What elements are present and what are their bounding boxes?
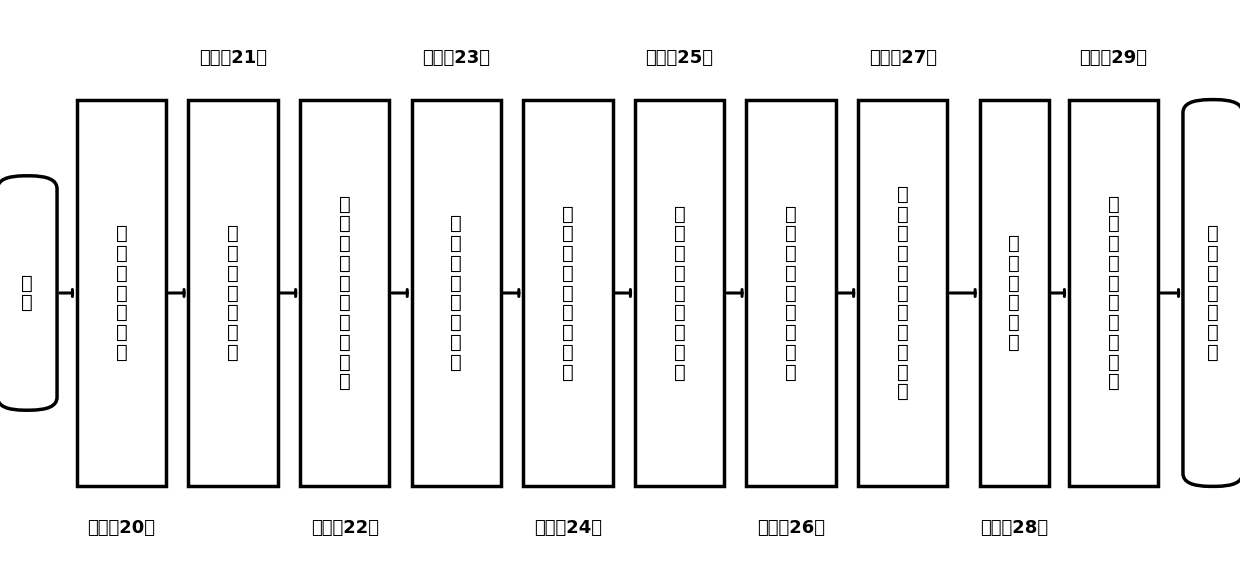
- Text: 结
束
当
前
帧
处
理: 结 束 当 前 帧 处 理: [1207, 224, 1219, 362]
- Text: 开
始: 开 始: [21, 274, 33, 312]
- Text: 计
算
相
关
系
数
的
平
均
值: 计 算 相 关 系 数 的 平 均 值: [339, 195, 351, 391]
- Text: 构
造
噪
音
拾
取
滤
波
器: 构 造 噪 音 拾 取 滤 波 器: [673, 205, 686, 381]
- Bar: [77, 100, 166, 486]
- Bar: [300, 100, 389, 486]
- Bar: [188, 100, 278, 486]
- Text: 语
音
信
号
时
域
信
号
恢
复: 语 音 信 号 时 域 信 号 恢 复: [1107, 195, 1120, 391]
- Bar: [1069, 100, 1158, 486]
- Bar: [858, 100, 947, 486]
- Text: 公式（24）: 公式（24）: [534, 519, 601, 537]
- Text: 公式（28）: 公式（28）: [981, 519, 1048, 537]
- Text: 计
算
房
间
冲
击
响
应: 计 算 房 间 冲 击 响 应: [450, 214, 463, 372]
- Text: 公式（25）: 公式（25）: [646, 49, 713, 67]
- Text: 公式（29）: 公式（29）: [1080, 49, 1147, 67]
- Text: 拾
语
与
音
噪
相
关
系
数
估
计: 拾 语 与 音 噪 相 关 系 数 估 计: [897, 185, 909, 401]
- Text: 公式（27）: 公式（27）: [869, 49, 936, 67]
- Text: 公式（22）: 公式（22）: [311, 519, 378, 537]
- Text: 公式（20）: 公式（20）: [88, 519, 155, 537]
- Text: 目
标
语
音
估
计: 目 标 语 音 估 计: [1008, 234, 1021, 352]
- FancyBboxPatch shape: [0, 176, 57, 410]
- Text: 计
算
互
相
关
系
数: 计 算 互 相 关 系 数: [115, 224, 128, 362]
- Bar: [523, 100, 613, 486]
- Bar: [412, 100, 501, 486]
- Text: 构
造
语
音
拾
取
滤
波
器: 构 造 语 音 拾 取 滤 波 器: [562, 205, 574, 381]
- Text: 公式（26）: 公式（26）: [758, 519, 825, 537]
- Text: 公式（23）: 公式（23）: [423, 49, 490, 67]
- Bar: [980, 100, 1049, 486]
- Bar: [746, 100, 836, 486]
- FancyBboxPatch shape: [1183, 100, 1240, 486]
- Bar: [635, 100, 724, 486]
- Text: 估
计
拾
取
语
音
与
噪
音: 估 计 拾 取 语 音 与 噪 音: [785, 205, 797, 381]
- Text: 计
算
自
相
关
系
数: 计 算 自 相 关 系 数: [227, 224, 239, 362]
- Text: 公式（21）: 公式（21）: [200, 49, 267, 67]
